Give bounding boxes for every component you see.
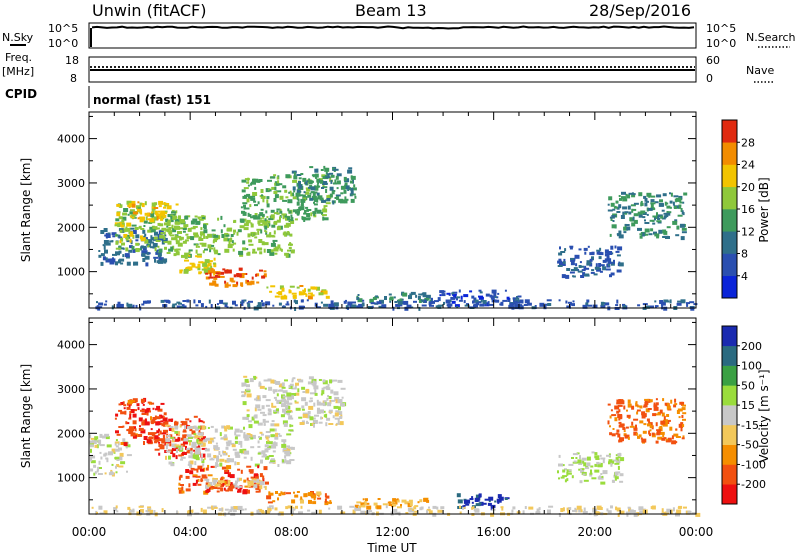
x-tick-label-3: 12:00	[375, 525, 410, 539]
power-colorbar-tick-label-6: 28	[741, 136, 755, 149]
velocity-ylabel: Slant Range [km]	[19, 364, 33, 468]
nsky-tick-bottom: 10^0	[48, 37, 78, 50]
velocity-region-7	[266, 491, 332, 506]
nsky-curve	[91, 25, 695, 30]
power-region-3	[165, 214, 295, 258]
x-tick-label-1: 04:00	[173, 525, 208, 539]
x-tick-label-0: 00:00	[72, 525, 107, 539]
x-tick-label-4: 16:00	[476, 525, 511, 539]
power-colorbar: 4 8 12 16 20 24 28	[721, 119, 755, 299]
nave-tick-bottom: 0	[706, 72, 713, 85]
power-region-5	[205, 267, 267, 288]
freq-label-1: Freq.	[5, 51, 32, 64]
velocity-colorbar-tick-label-4: -15	[741, 419, 759, 432]
velocity-colorbar-tick-label-2: 50	[741, 379, 755, 392]
velocity-colorbar-tick-label-6: -100	[741, 458, 766, 471]
power-ytick-label-1: 2000	[57, 221, 85, 234]
power-colorbar-label: Power [dB]	[757, 177, 771, 242]
nsearch-label: N.Search	[746, 31, 796, 44]
velocity-colorbar-frame	[721, 325, 738, 505]
power-region-7	[291, 165, 357, 205]
nave-label: Nave	[746, 64, 774, 77]
power-ylabel: Slant Range [km]	[19, 158, 33, 262]
velocity-colorbar-label: Velocity [m s⁻¹]	[757, 369, 771, 462]
power-region-4	[179, 254, 217, 276]
velocity-colorbar-swatch-5	[722, 385, 737, 406]
power-colorbar-tick-label-4: 20	[741, 181, 755, 194]
velocity-colorbar-swatch-3	[722, 424, 737, 445]
velocity-region-6	[241, 375, 347, 429]
velocity-region-8	[354, 497, 430, 510]
velocity-colorbar-swatch-8	[722, 326, 737, 347]
velocity-panel-bg	[89, 318, 696, 514]
velocity-colorbar-swatch-1	[722, 464, 737, 485]
power-colorbar-swatch-2	[722, 231, 737, 254]
velocity-ytick-label-3: 4000	[57, 339, 85, 352]
power-colorbar-swatch-5	[722, 164, 737, 188]
power-ytick-label-3: 4000	[57, 133, 85, 146]
x-tick-label-6: 00:00	[679, 525, 714, 539]
velocity-colorbar-tick-label-7: -200	[741, 478, 766, 491]
x-tick-labels: 00:00 04:00 08:00 12:00 16:00 20:00 00:00	[72, 525, 714, 539]
power-region-10	[430, 289, 523, 309]
power-axes: 1000 2000 3000 4000	[57, 112, 697, 308]
velocity-region-11	[557, 451, 625, 485]
power-colorbar-tick-label-0: 4	[741, 270, 748, 283]
velocity-region-5	[204, 477, 267, 490]
power-region-13	[607, 191, 688, 241]
velocity-colorbar-tick-label-1: 100	[741, 360, 762, 373]
x-axis-label: Time UT	[366, 541, 417, 554]
power-colorbar-swatch-0	[722, 275, 737, 299]
power-panel-bg	[89, 112, 696, 308]
power-colorbar-swatch-7	[722, 120, 737, 143]
power-colorbar-tick-label-1: 8	[741, 248, 748, 261]
freq-tick-top: 18	[65, 54, 79, 67]
x-tick-label-2: 08:00	[274, 525, 309, 539]
velocity-region-12	[607, 398, 687, 445]
station-title: Unwin (fitACF)	[92, 1, 206, 20]
velocity-colorbar-swatch-4	[722, 405, 737, 426]
velocity-colorbar-swatch-6	[722, 365, 737, 386]
power-ytick-label-0: 1000	[57, 266, 85, 279]
velocity-colorbar-swatch-0	[722, 484, 737, 505]
nsearch-tick-bottom: 10^0	[706, 37, 736, 50]
power-ytick-label-2: 3000	[57, 177, 85, 190]
power-colorbar-tick-label-2: 12	[741, 225, 755, 238]
velocity-colorbar-swatch-7	[722, 345, 737, 366]
velocity-region-3	[165, 424, 295, 469]
power-colorbar-tick-label-5: 24	[741, 159, 755, 172]
power-region-12	[557, 245, 624, 279]
nsky-label: N.Sky	[2, 31, 34, 44]
cpid-label: CPID	[5, 87, 37, 101]
x-tick-label-5: 20:00	[578, 525, 613, 539]
velocity-ytick-label-1: 2000	[57, 427, 85, 440]
velocity-colorbar-tick-label-0: 200	[741, 340, 762, 353]
power-colorbar-swatch-6	[722, 142, 737, 165]
power-region-8	[266, 285, 330, 300]
beam-title: Beam 13	[355, 1, 427, 20]
nave-tick-top: 60	[706, 54, 720, 67]
power-colorbar-swatch-1	[722, 253, 737, 277]
power-region-2	[127, 200, 170, 223]
cpid-value: normal (fast) 151	[93, 93, 211, 107]
power-colorbar-swatch-4	[722, 186, 737, 210]
velocity-colorbar: 200 100 50 15 -15 -50 -100 -200	[721, 325, 766, 505]
power-colorbar-swatch-3	[722, 209, 737, 232]
power-colorbar-tick-label-3: 16	[741, 203, 755, 216]
date-title: 28/Sep/2016	[589, 1, 691, 20]
velocity-ytick-label-0: 1000	[57, 472, 85, 485]
freq-tick-bottom: 8	[70, 72, 77, 85]
velocity-axes: 1000 2000 3000 4000	[57, 318, 697, 514]
velocity-colorbar-tick-label-5: -50	[741, 439, 759, 452]
nsky-tick-top: 10^5	[48, 22, 78, 35]
nsearch-tick-top: 10^5	[706, 22, 736, 35]
velocity-colorbar-tick-label-3: 15	[741, 399, 755, 412]
velocity-ytick-label-2: 3000	[57, 383, 85, 396]
velocity-colorbar-swatch-2	[722, 444, 737, 465]
power-heatmap	[95, 165, 698, 311]
freq-label-2: [MHz]	[2, 65, 34, 78]
